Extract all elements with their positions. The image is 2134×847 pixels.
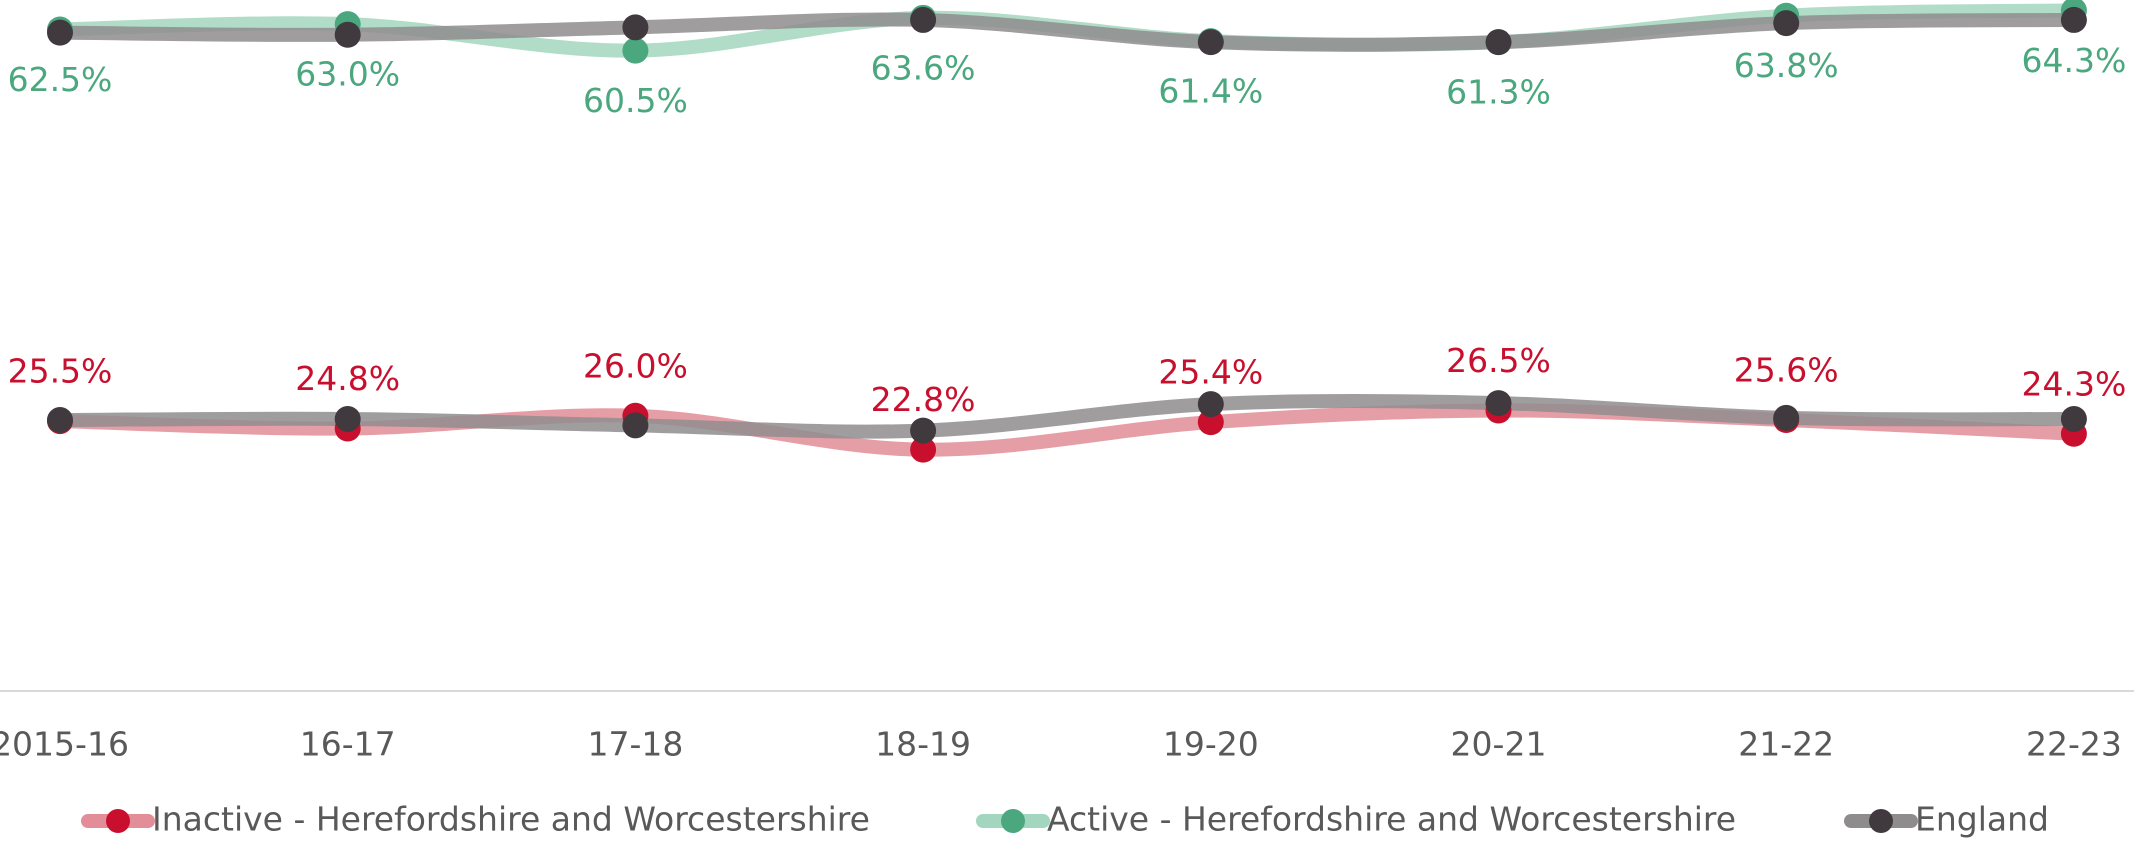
data-point <box>334 405 361 432</box>
data-point <box>2060 405 2087 432</box>
data-label: 25.6% <box>1734 351 1839 390</box>
data-label: 63.0% <box>295 55 400 94</box>
data-point <box>1197 391 1224 418</box>
legend-label: England <box>1915 800 2049 839</box>
data-point <box>47 407 73 434</box>
data-label: 63.6% <box>871 48 976 87</box>
data-point <box>910 417 937 444</box>
x-tick-label: 22-23 <box>2026 725 2122 764</box>
data-point <box>910 436 937 463</box>
data-label: 62.5% <box>8 60 113 99</box>
data-label: 25.5% <box>8 352 113 391</box>
data-label: 61.3% <box>1446 73 1551 112</box>
data-label: 63.8% <box>1734 46 1839 85</box>
data-point <box>47 19 73 46</box>
data-point <box>1197 29 1224 56</box>
data-label: 25.4% <box>1158 353 1263 392</box>
x-tick-label: 21-22 <box>1738 725 1834 764</box>
legend-marker <box>106 809 130 833</box>
data-label: 60.5% <box>583 81 688 120</box>
series-line <box>53 12 2081 52</box>
x-tick-label: 19-20 <box>1163 725 1259 764</box>
data-label: 61.4% <box>1158 72 1263 111</box>
data-point <box>2060 6 2087 33</box>
data-label: 26.0% <box>583 346 688 385</box>
x-tick-label: 20-21 <box>1451 725 1547 764</box>
x-tick-label: 18-19 <box>875 725 971 764</box>
data-label: 22.8% <box>871 380 976 419</box>
data-label: 64.3% <box>2021 41 2126 80</box>
x-tick-label: 2015-16 <box>0 725 129 764</box>
data-point <box>622 37 649 64</box>
legend-label: Active - Herefordshire and Worcestershir… <box>1047 800 1736 839</box>
x-tick-label: 17-18 <box>587 725 683 764</box>
data-point <box>910 6 937 33</box>
legend-label: Inactive - Herefordshire and Worcestersh… <box>152 800 870 839</box>
data-point <box>1773 404 1800 431</box>
data-point <box>334 21 361 48</box>
data-point <box>1485 29 1512 56</box>
data-point <box>1773 10 1800 37</box>
data-point <box>1197 409 1224 436</box>
x-tick-label: 16-17 <box>300 725 396 764</box>
legend-marker <box>1869 809 1893 833</box>
series-line <box>53 394 2081 439</box>
data-point <box>622 412 649 439</box>
data-point <box>622 14 649 41</box>
data-label: 26.5% <box>1446 341 1551 380</box>
data-point <box>1485 390 1512 417</box>
data-label: 24.8% <box>295 359 400 398</box>
data-label: 24.3% <box>2021 364 2126 403</box>
legend-marker <box>1001 809 1025 833</box>
